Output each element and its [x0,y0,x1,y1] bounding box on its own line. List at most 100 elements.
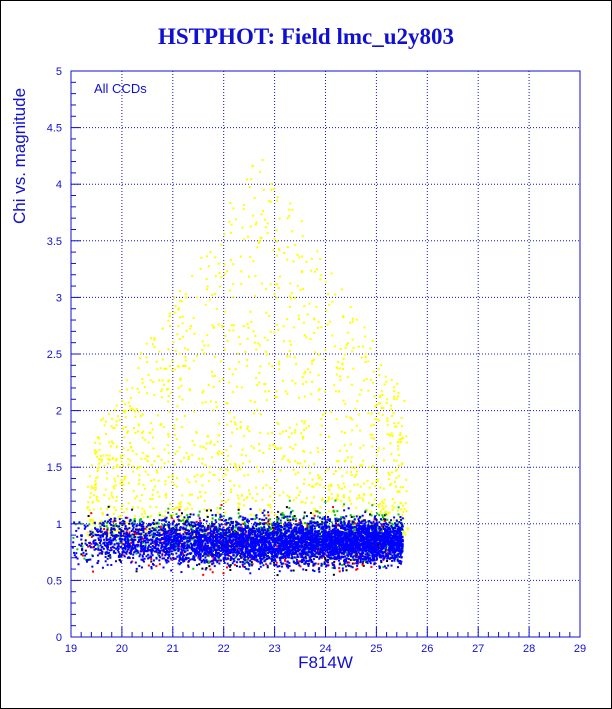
data-point [316,482,319,485]
data-point [180,384,183,387]
data-point [141,534,144,537]
data-point [178,506,181,509]
data-point [258,508,261,511]
data-point [207,548,210,551]
data-point [349,490,352,493]
data-point [275,296,278,299]
data-point [96,554,99,557]
data-point [268,531,271,534]
data-point [242,540,245,543]
data-point [87,501,90,504]
data-point [378,555,381,558]
data-point [302,517,305,520]
data-point [338,570,341,573]
data-point [345,547,348,550]
data-point [114,484,117,487]
data-point [270,188,273,191]
data-point [340,430,343,433]
data-point [397,513,400,516]
data-point [97,437,100,440]
data-point [367,412,370,415]
data-point [274,558,277,561]
data-point [380,519,383,522]
data-point [169,325,172,328]
data-point [179,460,182,463]
data-point [171,369,174,372]
data-point [116,545,119,548]
data-point [231,524,234,527]
data-point [276,421,279,424]
data-point [200,522,203,525]
data-point [249,552,252,555]
data-point [286,517,289,520]
data-point [367,558,370,561]
data-point [121,399,124,402]
data-point [304,501,307,504]
data-point [237,512,240,515]
data-point [140,537,143,540]
data-point [158,495,161,498]
data-point [343,485,346,488]
data-point [127,401,130,404]
data-point [162,548,165,551]
data-point [257,470,260,473]
data-point [382,525,385,528]
data-point [313,525,316,528]
data-point [226,340,229,343]
data-point [349,514,352,517]
data-point [207,265,210,268]
data-point [305,557,308,560]
data-point [100,460,103,463]
data-point [364,509,367,512]
data-point [178,508,181,511]
data-point [181,315,184,318]
data-point [382,501,385,504]
data-point [371,482,374,485]
data-point [135,408,138,411]
data-point [251,528,254,531]
data-point [218,557,221,560]
data-point [353,483,356,486]
data-point [125,533,128,536]
data-point [123,522,126,525]
data-point [383,514,386,517]
data-point [216,451,219,454]
data-point [260,526,263,529]
data-point [132,408,135,411]
data-point [133,410,136,413]
data-point [199,523,202,526]
data-point [163,550,166,553]
data-point [370,424,373,427]
data-point [90,528,93,531]
data-point [128,522,131,525]
data-point [344,540,347,543]
data-point [375,404,378,407]
data-point [142,560,145,563]
data-point [294,243,297,246]
data-point [282,514,285,517]
data-point [210,535,213,538]
data-point [161,358,164,361]
data-point [187,530,190,533]
data-point [355,473,358,476]
data-point [259,236,262,239]
data-point [112,485,115,488]
data-point [151,541,154,544]
data-point [215,549,218,552]
data-point [208,480,211,483]
data-point [218,562,221,565]
data-point [320,556,323,559]
data-point [351,320,354,323]
data-point [312,541,315,544]
data-point [230,520,233,523]
data-point [406,527,409,530]
data-point [277,287,280,290]
data-point [382,459,385,462]
data-point [128,520,131,523]
data-point [265,514,268,517]
data-point [370,526,373,529]
data-point [73,551,76,554]
data-point [267,514,270,517]
data-point [163,515,166,518]
data-point [181,322,184,325]
